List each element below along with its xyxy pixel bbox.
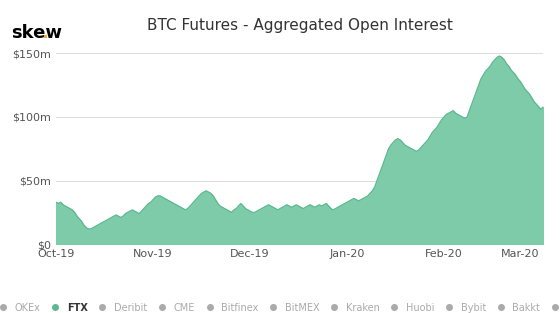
- Text: skew: skew: [11, 23, 62, 42]
- Text: .: .: [41, 23, 48, 42]
- Legend: OKEx, FTX, Deribit, CME, Bitfinex, BitMEX, Kraken, Huobi, Bybit, Bakkt, Binance: OKEx, FTX, Deribit, CME, Bitfinex, BitME…: [0, 299, 560, 313]
- Title: BTC Futures - Aggregated Open Interest: BTC Futures - Aggregated Open Interest: [147, 18, 452, 33]
